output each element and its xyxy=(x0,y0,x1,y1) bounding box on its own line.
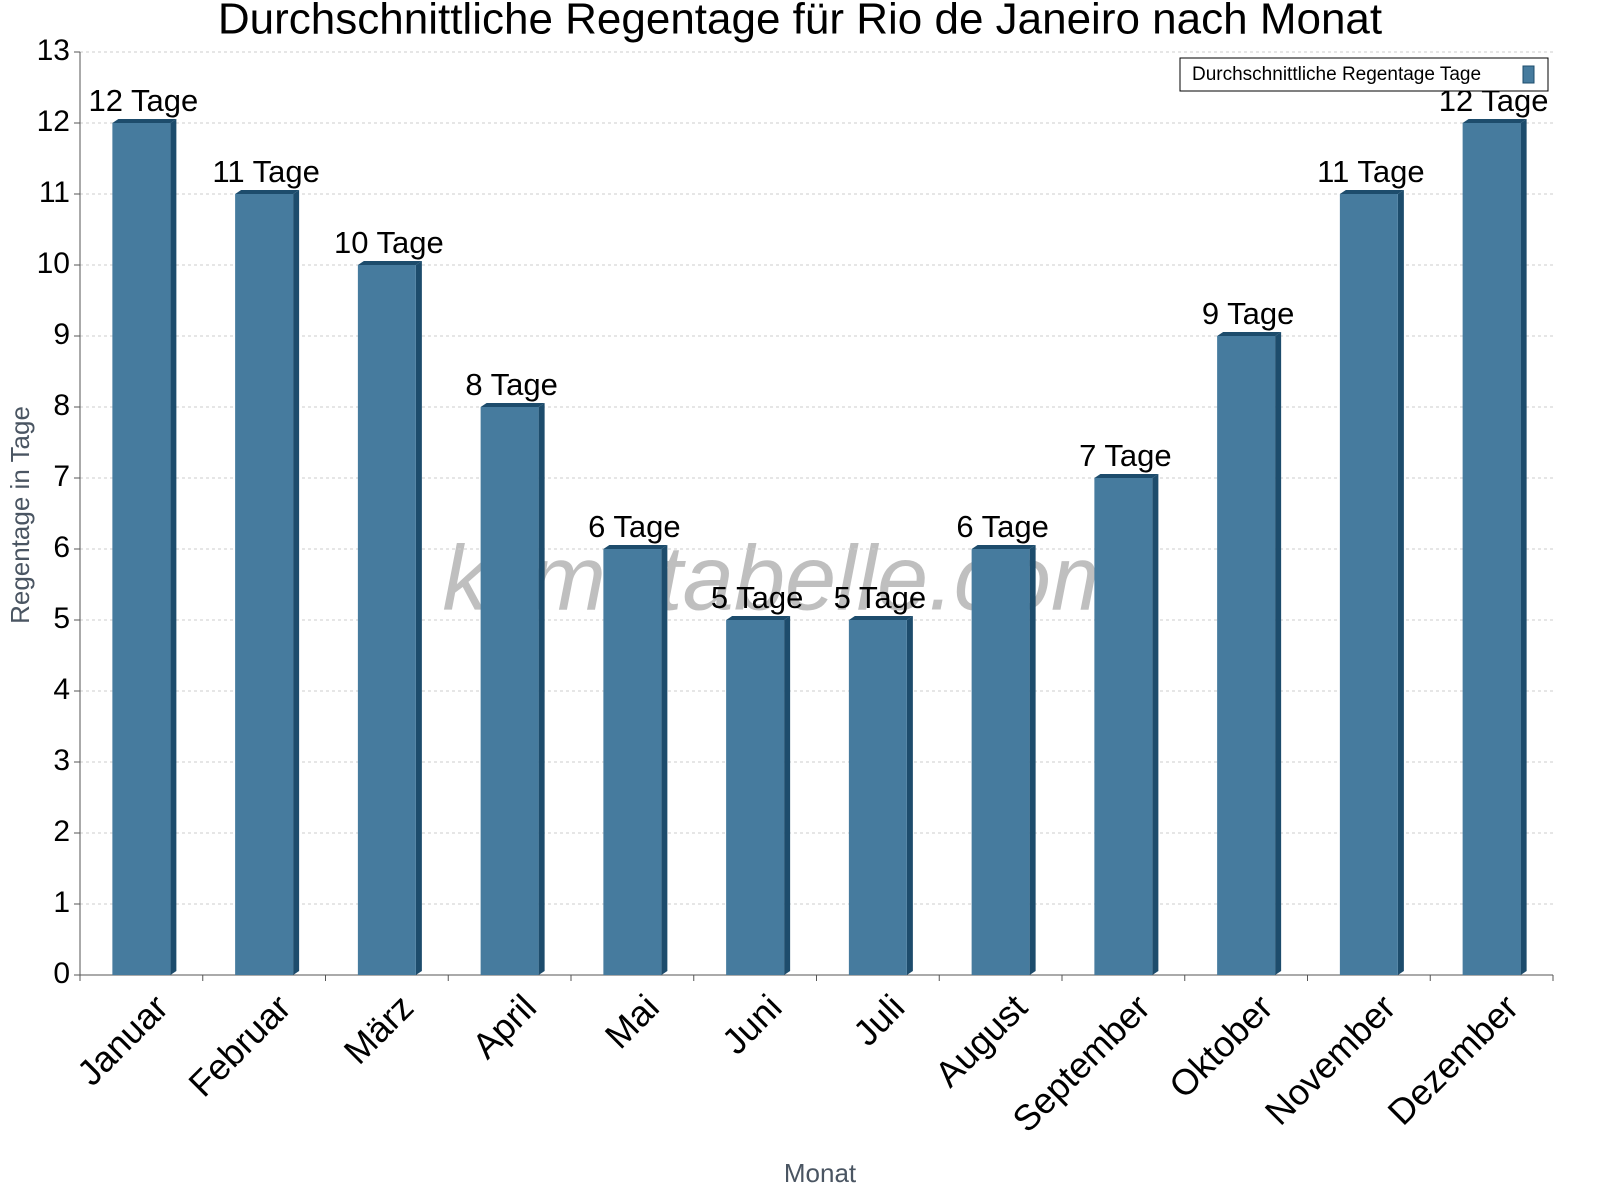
y-tick-label: 6 xyxy=(53,531,70,564)
value-label: 10 Tage xyxy=(334,225,444,260)
bar-side xyxy=(1029,545,1036,975)
value-label: 7 Tage xyxy=(1079,438,1172,473)
legend-box xyxy=(1179,57,1549,92)
bar-top xyxy=(726,616,791,620)
bar-top xyxy=(112,119,177,123)
y-tick-label: 9 xyxy=(53,318,70,351)
bar xyxy=(357,265,416,975)
bar xyxy=(848,620,907,975)
value-label: 8 Tage xyxy=(465,367,558,402)
value-label: 6 Tage xyxy=(956,509,1049,544)
y-tick-label: 10 xyxy=(37,247,70,280)
chart-title: Durchschnittliche Regentage für Rio de J… xyxy=(218,0,1382,44)
bar-top xyxy=(971,545,1036,549)
bar-top xyxy=(603,545,668,549)
bar xyxy=(1462,123,1521,975)
y-tick-label: 13 xyxy=(37,34,70,67)
bar-top xyxy=(1462,119,1527,123)
bar-top xyxy=(480,403,545,407)
y-tick-label: 2 xyxy=(53,815,70,848)
bar-top xyxy=(1339,190,1404,194)
y-tick-label: 7 xyxy=(53,460,70,493)
bar-side xyxy=(1152,474,1159,975)
x-axis-label: Monat xyxy=(784,1158,857,1188)
bar xyxy=(1094,478,1153,975)
bar-side xyxy=(1397,190,1404,975)
value-label: 5 Tage xyxy=(834,580,927,615)
bar-side xyxy=(1275,332,1282,975)
bar-top xyxy=(235,190,300,194)
legend-label: Durchschnittliche Regentage Tage xyxy=(1192,64,1481,85)
bar xyxy=(1339,194,1398,975)
y-tick-label: 0 xyxy=(53,957,70,990)
y-tick-label: 3 xyxy=(53,744,70,777)
value-label: 6 Tage xyxy=(588,509,681,544)
value-label: 5 Tage xyxy=(711,580,804,615)
bar xyxy=(480,407,539,975)
bar-top xyxy=(1094,474,1159,478)
bar xyxy=(1217,336,1276,975)
bar-side xyxy=(784,616,791,975)
legend-swatch xyxy=(1522,65,1535,84)
value-label: 11 Tage xyxy=(1317,154,1424,189)
value-label: 11 Tage xyxy=(212,154,319,189)
y-tick-label: 8 xyxy=(53,389,70,422)
bar xyxy=(971,549,1030,975)
bar xyxy=(603,549,662,975)
bar xyxy=(235,194,294,975)
y-tick-label: 4 xyxy=(53,673,70,706)
bar-side xyxy=(661,545,668,975)
bar-side xyxy=(906,616,913,975)
y-axis-label: Regentage in Tage xyxy=(5,406,35,624)
y-tick-label: 5 xyxy=(53,602,70,635)
value-label: 12 Tage xyxy=(88,83,198,118)
bar xyxy=(112,123,171,975)
bar-side xyxy=(415,261,422,975)
bar-side xyxy=(170,119,177,975)
bar-top xyxy=(1217,332,1282,336)
bar-side xyxy=(538,403,545,975)
bar-top xyxy=(848,616,913,620)
bar-side xyxy=(1520,119,1527,975)
bar-top xyxy=(357,261,422,265)
bar xyxy=(726,620,785,975)
y-tick-label: 12 xyxy=(37,105,70,138)
bar-side xyxy=(293,190,300,975)
value-label: 9 Tage xyxy=(1202,296,1295,331)
y-tick-label: 1 xyxy=(53,886,70,919)
y-tick-label: 11 xyxy=(39,176,70,209)
